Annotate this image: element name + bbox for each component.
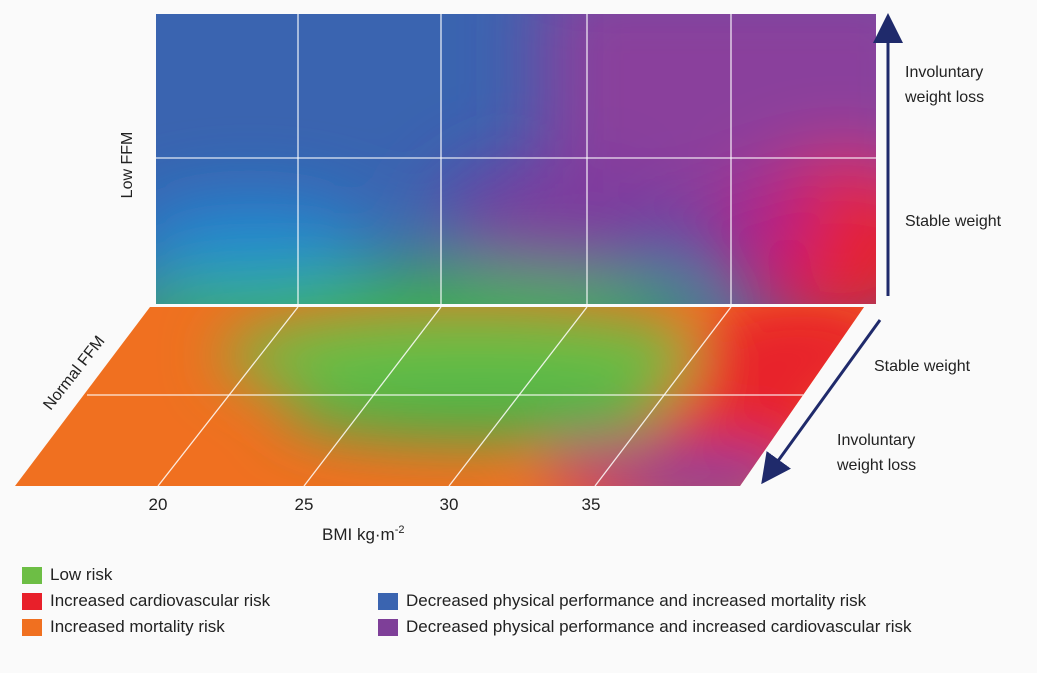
- lower-stable-weight: Stable weight: [874, 358, 971, 375]
- legend-swatch: [22, 592, 42, 610]
- floor-panel: [15, 307, 864, 486]
- legend-item-mortality-risk: Increased mortality risk: [22, 614, 270, 640]
- legend-item-low-risk: Low risk: [22, 562, 270, 588]
- legend-swatch: [378, 592, 398, 610]
- low-ffm-label: Low FFM: [119, 132, 136, 199]
- upper-stable-weight: Stable weight: [905, 213, 1002, 230]
- x-tick-30: 30: [440, 495, 459, 514]
- upper-panel: [156, 14, 876, 304]
- legend-item-perf-cardio: Decreased physical performance and incre…: [378, 614, 912, 640]
- legend-item-cardio-risk: Increased cardiovascular risk: [22, 588, 270, 614]
- legend-label: Increased cardiovascular risk: [50, 591, 271, 610]
- legend-right: Decreased physical performance and incre…: [378, 588, 912, 640]
- upper-involuntary-line2: weight loss: [904, 89, 984, 106]
- upper-involuntary-line1: Involuntary: [905, 64, 983, 81]
- lower-involuntary-line1: Involuntary: [837, 432, 915, 449]
- x-tick-35: 35: [582, 495, 601, 514]
- x-tick-25: 25: [295, 495, 314, 514]
- legend-label: Low risk: [50, 565, 113, 584]
- x-tick-20: 20: [149, 495, 168, 514]
- legend-item-perf-mortality: Decreased physical performance and incre…: [378, 588, 912, 614]
- legend-swatch: [22, 566, 42, 584]
- legend-swatch: [22, 618, 42, 636]
- legend: Low risk Increased cardiovascular risk I…: [22, 562, 270, 640]
- legend-label: Decreased physical performance and incre…: [406, 591, 867, 610]
- down-arrow: [761, 319, 882, 485]
- legend-label: Increased mortality risk: [50, 617, 225, 636]
- lower-involuntary-line2: weight loss: [836, 457, 916, 474]
- legend-swatch: [378, 618, 398, 636]
- x-axis-title: BMI kg·m-2: [322, 524, 405, 544]
- legend-label: Decreased physical performance and incre…: [406, 617, 912, 636]
